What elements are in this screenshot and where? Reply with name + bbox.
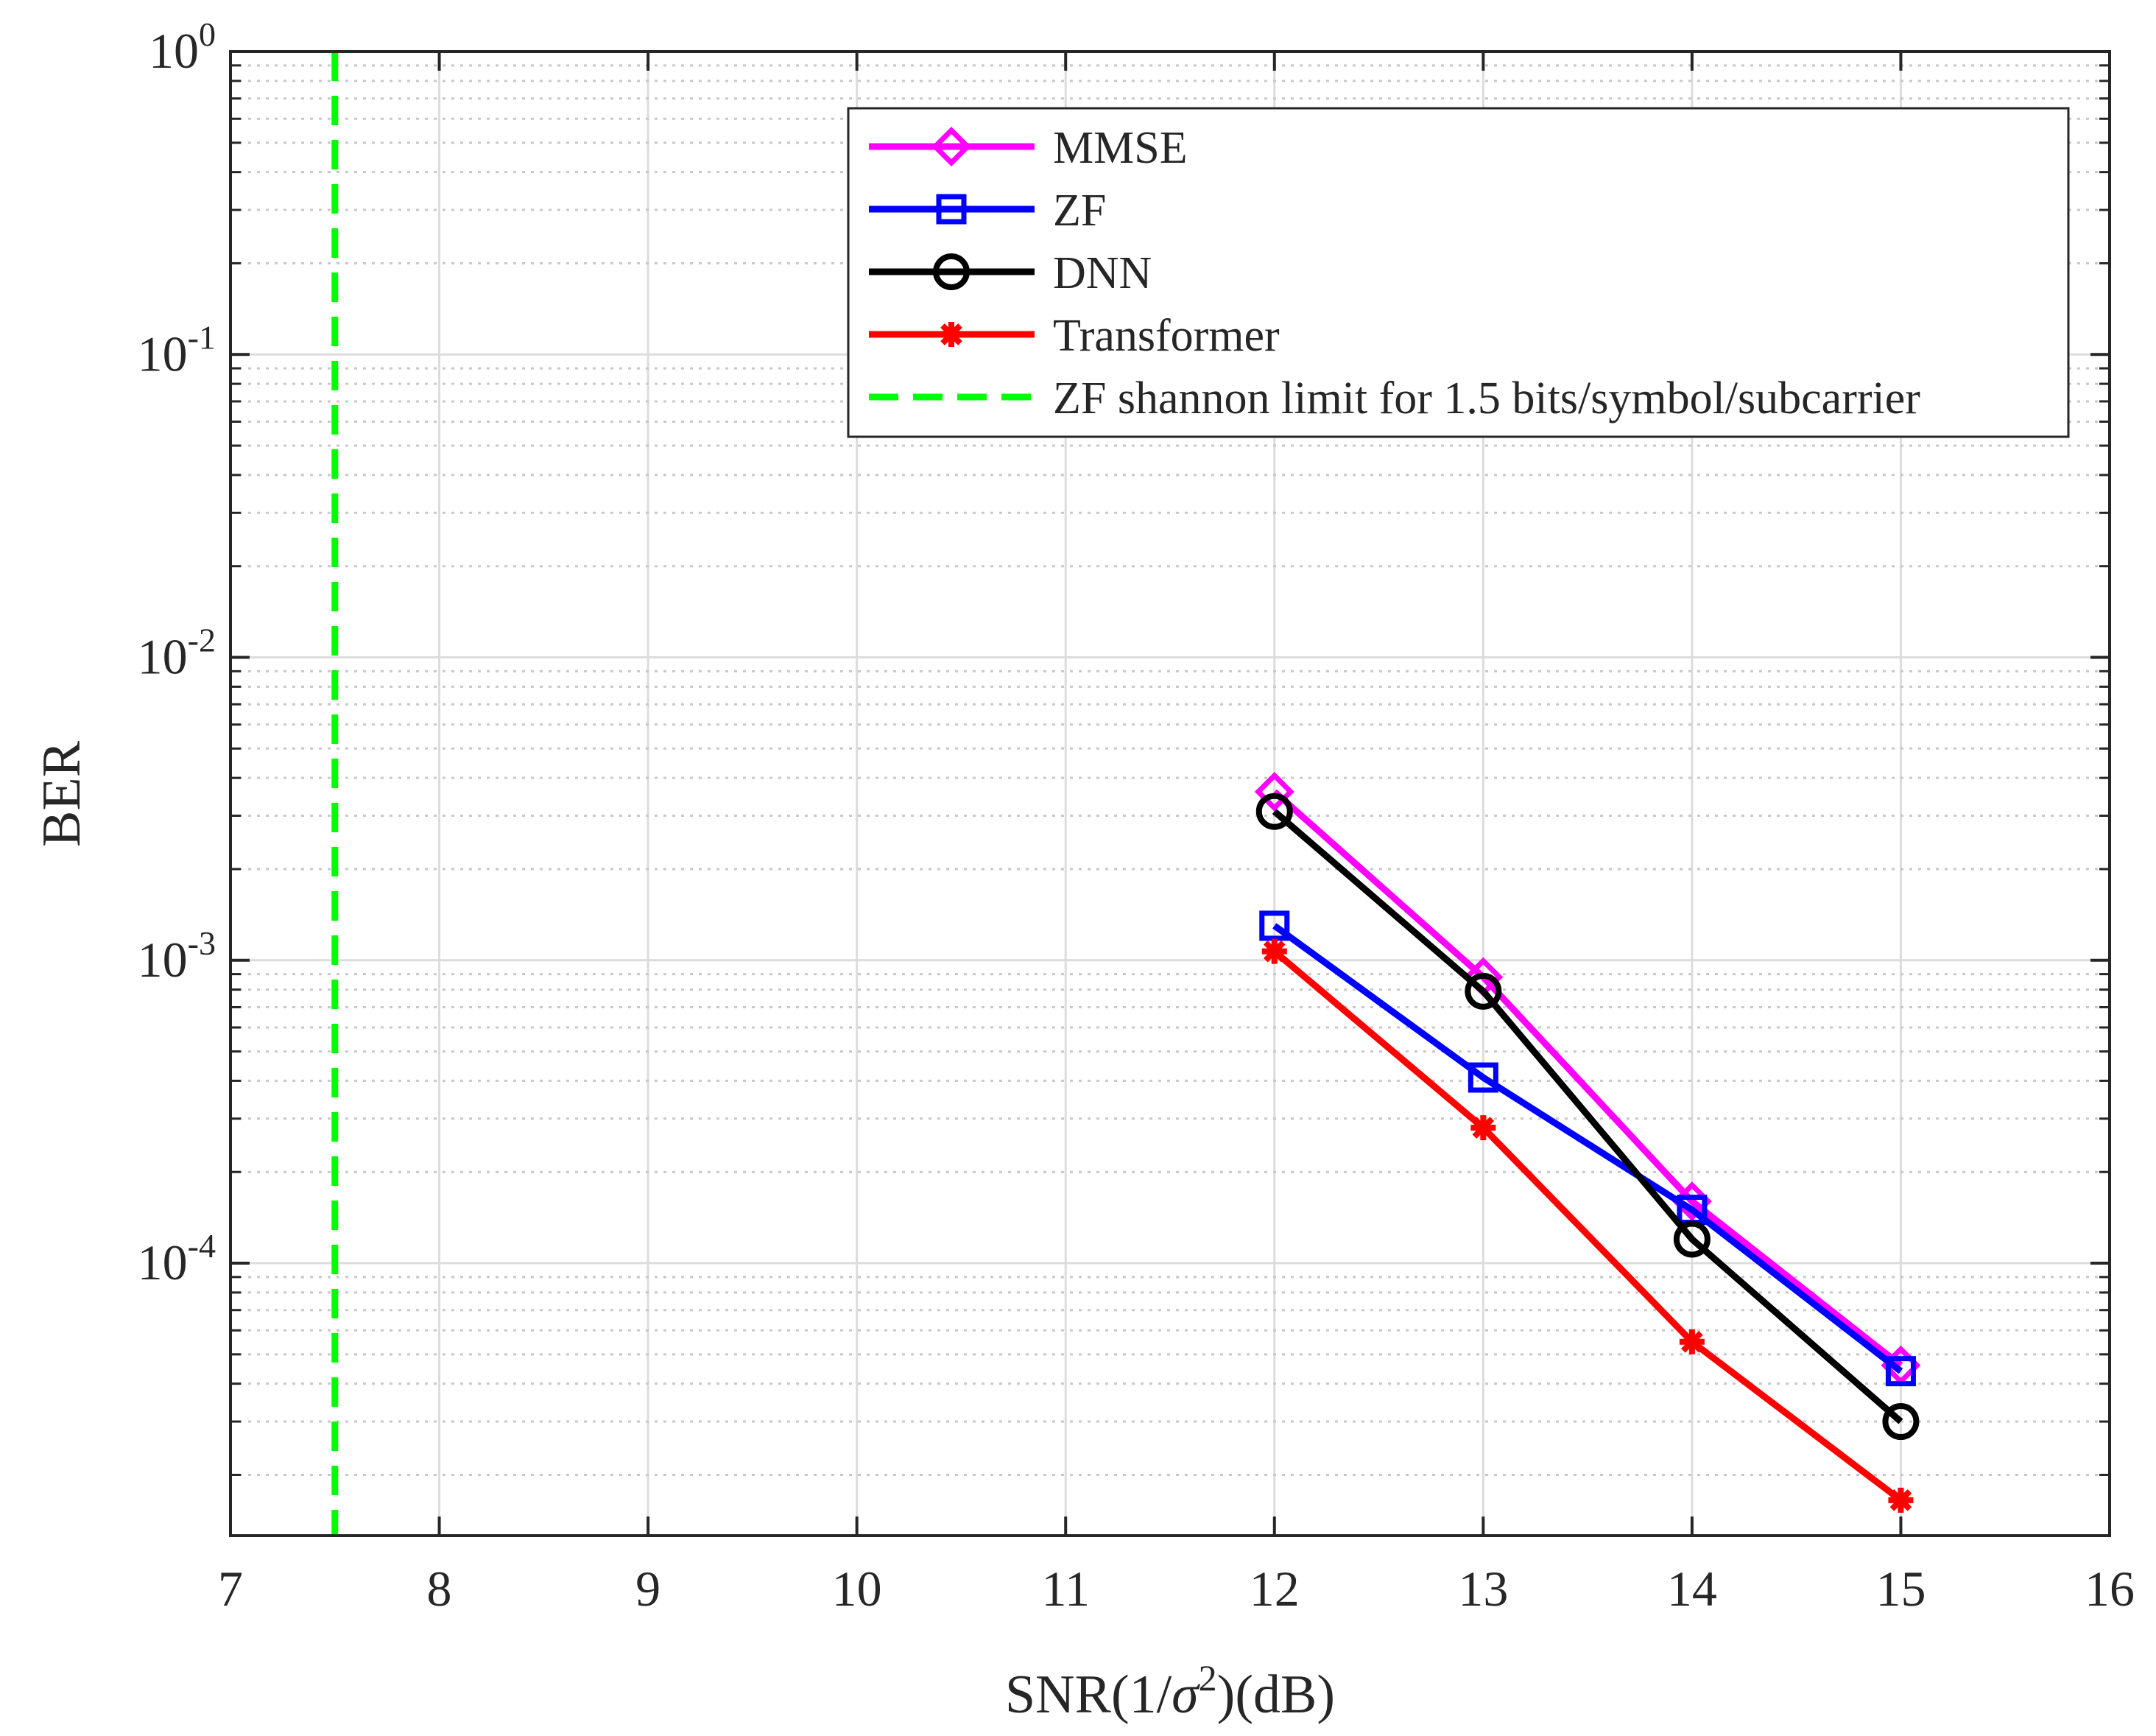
- data-point-marker: [1254, 772, 1294, 812]
- y-axis-label: BER: [32, 740, 92, 847]
- legend-label: MMSE: [1053, 123, 1188, 173]
- data-point-marker: [1679, 1329, 1705, 1354]
- legend[interactable]: MMSE ZF DNN Transformer ZF shannon limit for…: [847, 107, 2070, 438]
- x-tick-label: 14: [1667, 1561, 1717, 1617]
- x-tick-label: 9: [635, 1561, 660, 1617]
- series-zf: [1259, 910, 1916, 1387]
- data-point-marker: [1888, 1487, 1914, 1513]
- series-line: [1272, 923, 1903, 1374]
- series-mmse: [1254, 772, 1921, 1385]
- x-tick-label: 16: [2085, 1561, 2135, 1617]
- data-point-marker: [931, 127, 971, 166]
- data-point-marker: [933, 253, 970, 290]
- data-point-marker: [1673, 1220, 1711, 1258]
- data-point-marker: [1465, 972, 1502, 1010]
- legend-item[interactable]: MMSE: [869, 123, 1188, 173]
- data-point-marker: [1259, 910, 1290, 941]
- legend-box: [847, 107, 2070, 438]
- y-tick-label: 10-1: [138, 318, 216, 382]
- asterisk-stroke: [1681, 1330, 1703, 1353]
- legend-item[interactable]: DNN: [869, 248, 1152, 298]
- legend-label: DNN: [1053, 248, 1152, 298]
- y-tick-label: 10-2: [138, 622, 216, 685]
- y-tick-label: 100: [149, 15, 216, 79]
- legend-label: ZF: [1053, 186, 1106, 236]
- legend-item[interactable]: ZF: [869, 186, 1106, 236]
- data-point-marker: [939, 322, 964, 347]
- x-tick-label: 15: [1875, 1561, 1926, 1617]
- x-tick-label: 11: [1041, 1561, 1089, 1617]
- y-tick-label: 10-4: [138, 1227, 216, 1290]
- x-tick-label: 12: [1250, 1561, 1300, 1617]
- series-line: [1272, 809, 1903, 1424]
- asterisk-stroke: [1263, 940, 1286, 963]
- x-tick-label: 7: [218, 1561, 243, 1617]
- series-transformer: [1261, 938, 1914, 1513]
- data-point-marker: [1882, 1403, 1920, 1441]
- legend-label: ZF shannon limit for 1.5 bits/symbol/sub…: [1053, 373, 1920, 424]
- x-axis-label: SNR(1/σ2)(dB): [1005, 1657, 1335, 1725]
- y-tick-label: 10-3: [138, 924, 216, 988]
- legend-item[interactable]: ZF shannon limit for 1.5 bits/symbol/sub…: [869, 373, 1920, 424]
- axes: [229, 50, 2111, 1537]
- data-point-marker: [1468, 1062, 1498, 1093]
- asterisk-stroke: [1472, 1117, 1495, 1139]
- legend-item[interactable]: Transformer: [869, 311, 1280, 361]
- data-point-marker: [1470, 1115, 1496, 1141]
- x-tick-label: 8: [427, 1561, 452, 1617]
- data-point-marker: [1261, 938, 1287, 964]
- tick-labels: 7 8 9 10 11 12 13 14 15 16 100 10-1 10-2 10-3 10-4: [138, 15, 2135, 1617]
- data-point-marker: [1885, 1356, 1916, 1387]
- asterisk-stroke: [1889, 1489, 1912, 1511]
- plot-frame: [229, 50, 2111, 1537]
- series-line: [1272, 789, 1903, 1368]
- x-tick-label: 10: [832, 1561, 882, 1617]
- series-dnn: [1255, 793, 1920, 1441]
- plot-series: [331, 52, 1921, 1536]
- data-point-marker: [936, 194, 967, 225]
- series-line: [1272, 949, 1903, 1503]
- x-tick-label: 13: [1458, 1561, 1508, 1617]
- legend-label: Transformer: [1053, 311, 1280, 361]
- data-point-marker: [1255, 793, 1293, 830]
- asterisk-stroke: [940, 323, 962, 345]
